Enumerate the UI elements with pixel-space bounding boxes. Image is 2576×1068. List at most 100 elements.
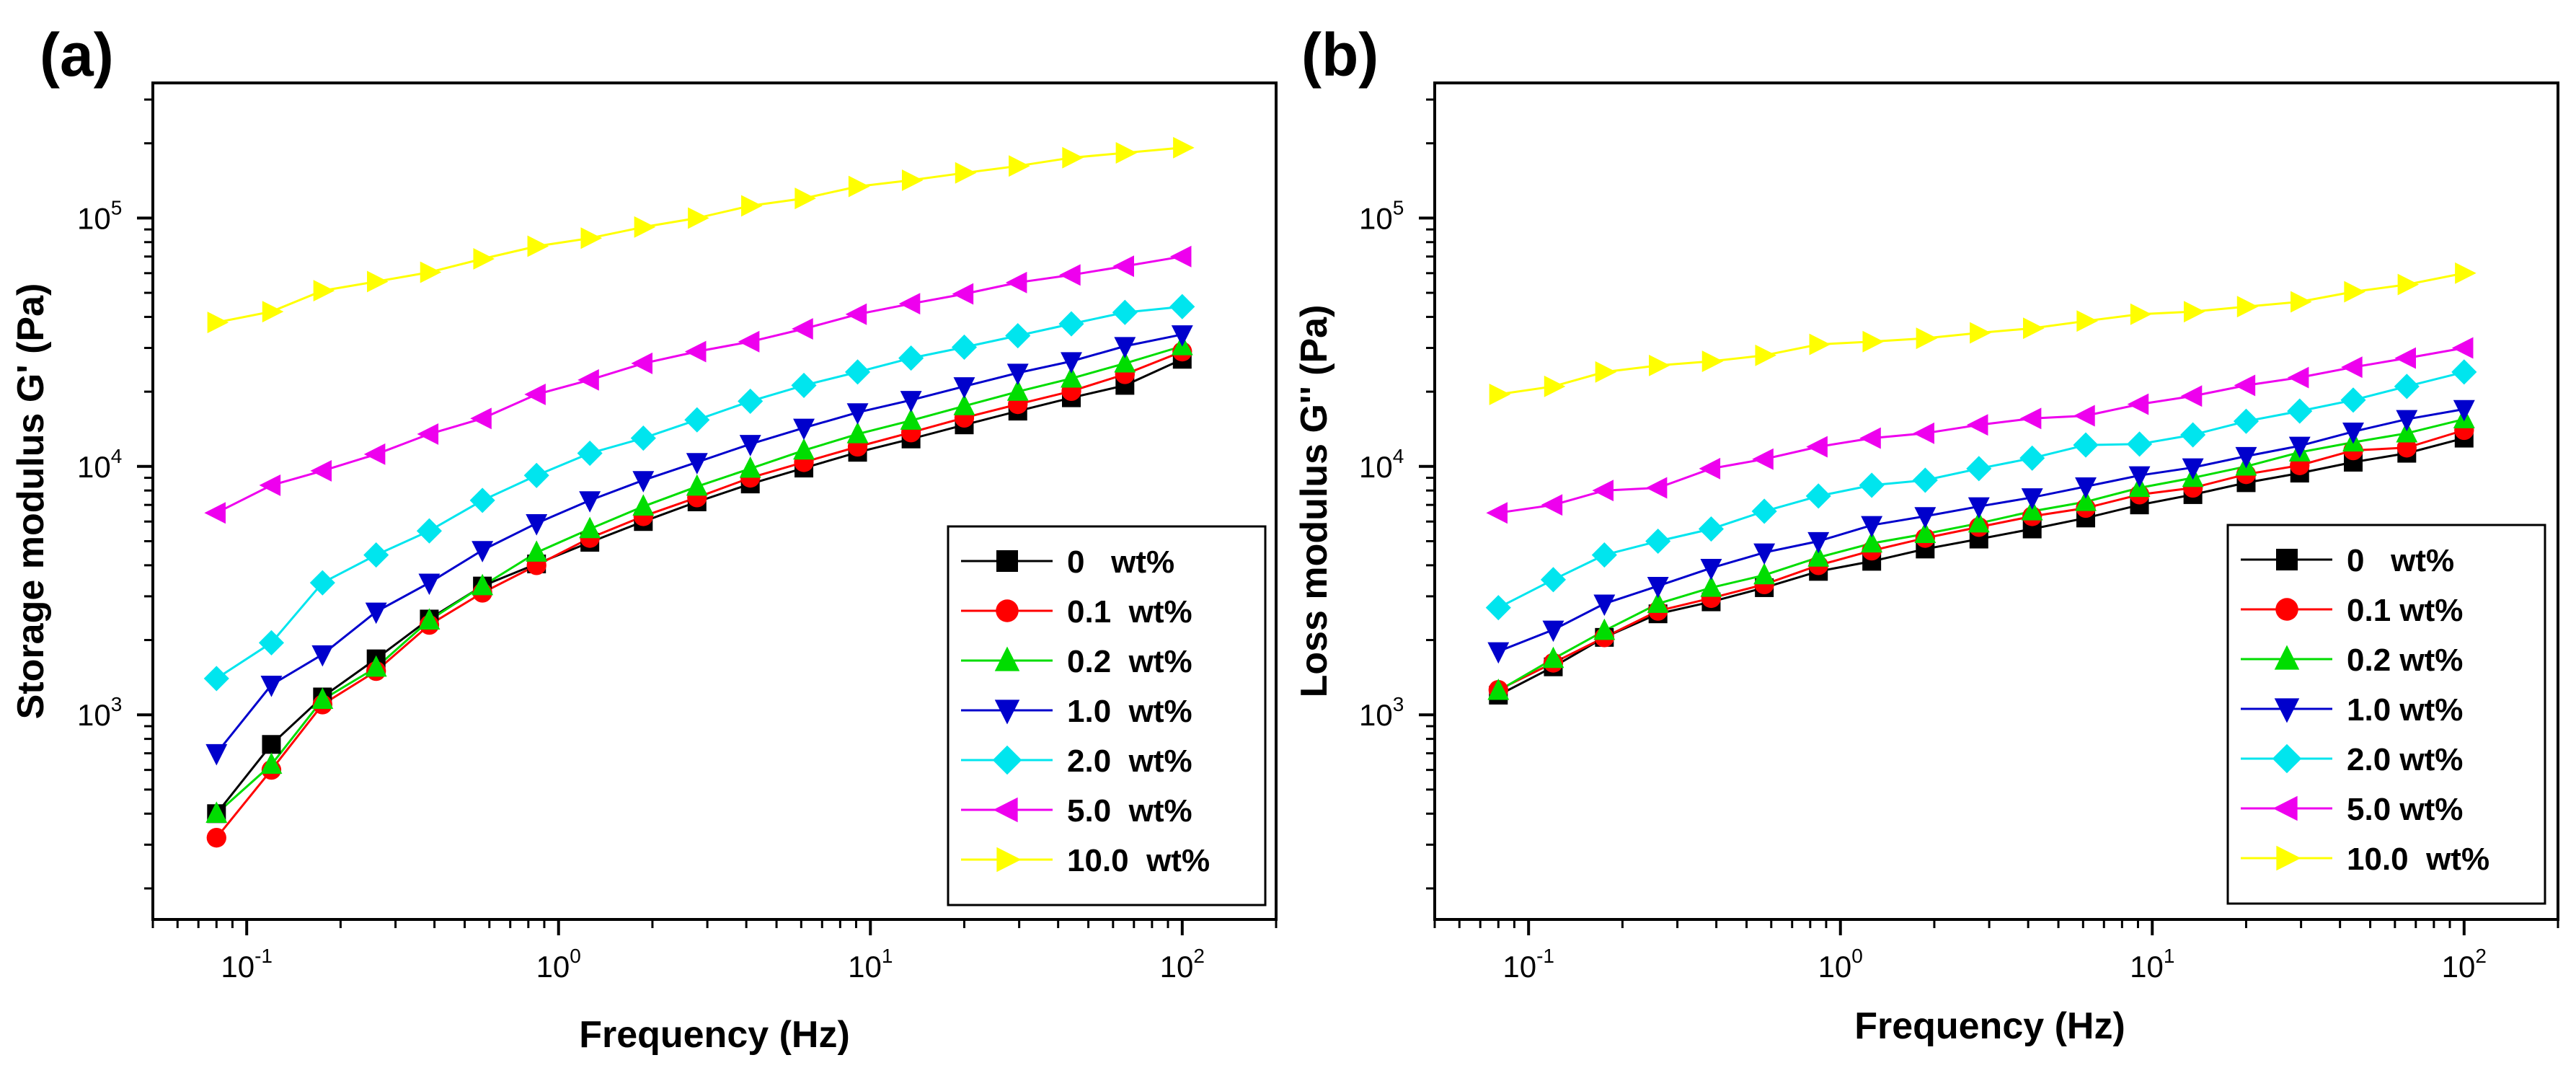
legend-marker (993, 797, 1018, 823)
data-point (2180, 422, 2206, 448)
data-point (469, 487, 495, 513)
data-point (1486, 502, 1508, 524)
data-point (1006, 363, 1029, 386)
data-point (1753, 543, 1776, 565)
x-tick-base: 10 (1160, 950, 1194, 984)
data-point (2396, 410, 2418, 432)
data-point (1807, 531, 1830, 554)
y-tick-base: 10 (1359, 698, 1393, 732)
data-point (1115, 142, 1138, 164)
legend-marker (996, 847, 1022, 873)
data-point (2075, 490, 2097, 511)
data-point (418, 608, 441, 630)
data-point (2397, 273, 2420, 296)
data-point (2183, 301, 2205, 323)
plot-frame-b (1433, 81, 2559, 921)
data-point (1112, 299, 1138, 325)
data-point (2344, 281, 2365, 303)
legend-marker (992, 745, 1022, 775)
data-point (1058, 311, 1084, 337)
legend-box-a (947, 525, 1267, 906)
data-point (1698, 516, 1724, 542)
data-point (1540, 567, 1567, 593)
data-point (1593, 618, 1616, 640)
data-point (1966, 456, 1992, 482)
data-point (472, 573, 494, 596)
data-point (1807, 545, 1830, 567)
x-tick-label: 100 (536, 945, 581, 984)
data-point (738, 388, 763, 414)
data-point (900, 408, 922, 430)
x-tick-exponent: 1 (2164, 945, 2175, 967)
data-point (416, 518, 442, 544)
data-point (2396, 420, 2418, 443)
legend-marker (994, 646, 1020, 671)
legend-label: 5.0 wt% (1067, 793, 1192, 829)
data-point (579, 491, 601, 513)
data-point (2019, 445, 2045, 471)
data-point (632, 494, 655, 516)
data-point (630, 425, 656, 451)
legend-label: 2.0 wt% (1067, 743, 1192, 779)
legend-label: 0.1 wt% (2347, 593, 2463, 628)
data-point (1700, 575, 1722, 597)
legend-label: 5.0 wt% (2347, 792, 2463, 827)
x-tick-exponent: 1 (882, 945, 893, 967)
data-point (1169, 245, 1192, 268)
y-axis-title-b: Loss modulus G'' (Pa) (1293, 305, 1335, 698)
data-point (688, 207, 709, 229)
data-point (1701, 350, 1724, 372)
data-point (526, 540, 548, 562)
data-point (363, 542, 389, 568)
data-point (1859, 472, 1885, 498)
y-tick-label: 105 (77, 196, 122, 235)
legend-marker (2275, 598, 2298, 621)
x-tick-base: 10 (536, 950, 570, 984)
x-tick-base: 10 (1818, 950, 1852, 984)
data-point (579, 516, 601, 539)
data-point (901, 169, 924, 191)
data-point (2233, 408, 2259, 434)
data-point (470, 407, 492, 430)
data-point (262, 301, 284, 323)
data-point (1862, 330, 1885, 353)
data-point (207, 312, 229, 334)
legend-label: 2.0 wt% (2347, 742, 2463, 777)
data-point (1542, 646, 1564, 668)
data-point (793, 418, 815, 441)
y-tick-label: 105 (1359, 196, 1404, 235)
legend-label: 1.0 wt% (1067, 694, 1192, 729)
data-point (523, 462, 549, 488)
panel-label-b: (b) (1301, 21, 1378, 89)
data-point (1966, 414, 1988, 436)
data-point (844, 359, 871, 385)
data-point (1114, 337, 1136, 358)
y-tick-exponent: 4 (111, 445, 123, 467)
data-point (2130, 303, 2152, 325)
x-axis-title-b: Frequency (Hz) (1854, 1005, 2125, 1047)
data-point (1009, 155, 1030, 177)
data-point (258, 630, 285, 656)
data-point (900, 391, 922, 412)
data-point (365, 602, 387, 625)
x-tick-exponent: -1 (1536, 945, 1554, 967)
series-markers-a (203, 136, 1195, 848)
y-tick-base: 10 (1359, 450, 1393, 484)
data-point (206, 828, 226, 848)
x-tick-base: 10 (2130, 950, 2164, 984)
data-point (2342, 422, 2364, 444)
data-point (684, 340, 707, 363)
legend-marker (2272, 743, 2302, 774)
data-point (417, 423, 439, 445)
data-point (1645, 477, 1668, 499)
data-point (2073, 432, 2099, 458)
data-point (2021, 499, 2043, 521)
data-point (1970, 322, 1991, 344)
data-point (1485, 595, 1511, 621)
legend-label: 0.2 wt% (1067, 644, 1192, 679)
x-tick-base: 10 (221, 950, 254, 984)
data-point (2236, 296, 2259, 318)
data-point (1809, 333, 1831, 356)
